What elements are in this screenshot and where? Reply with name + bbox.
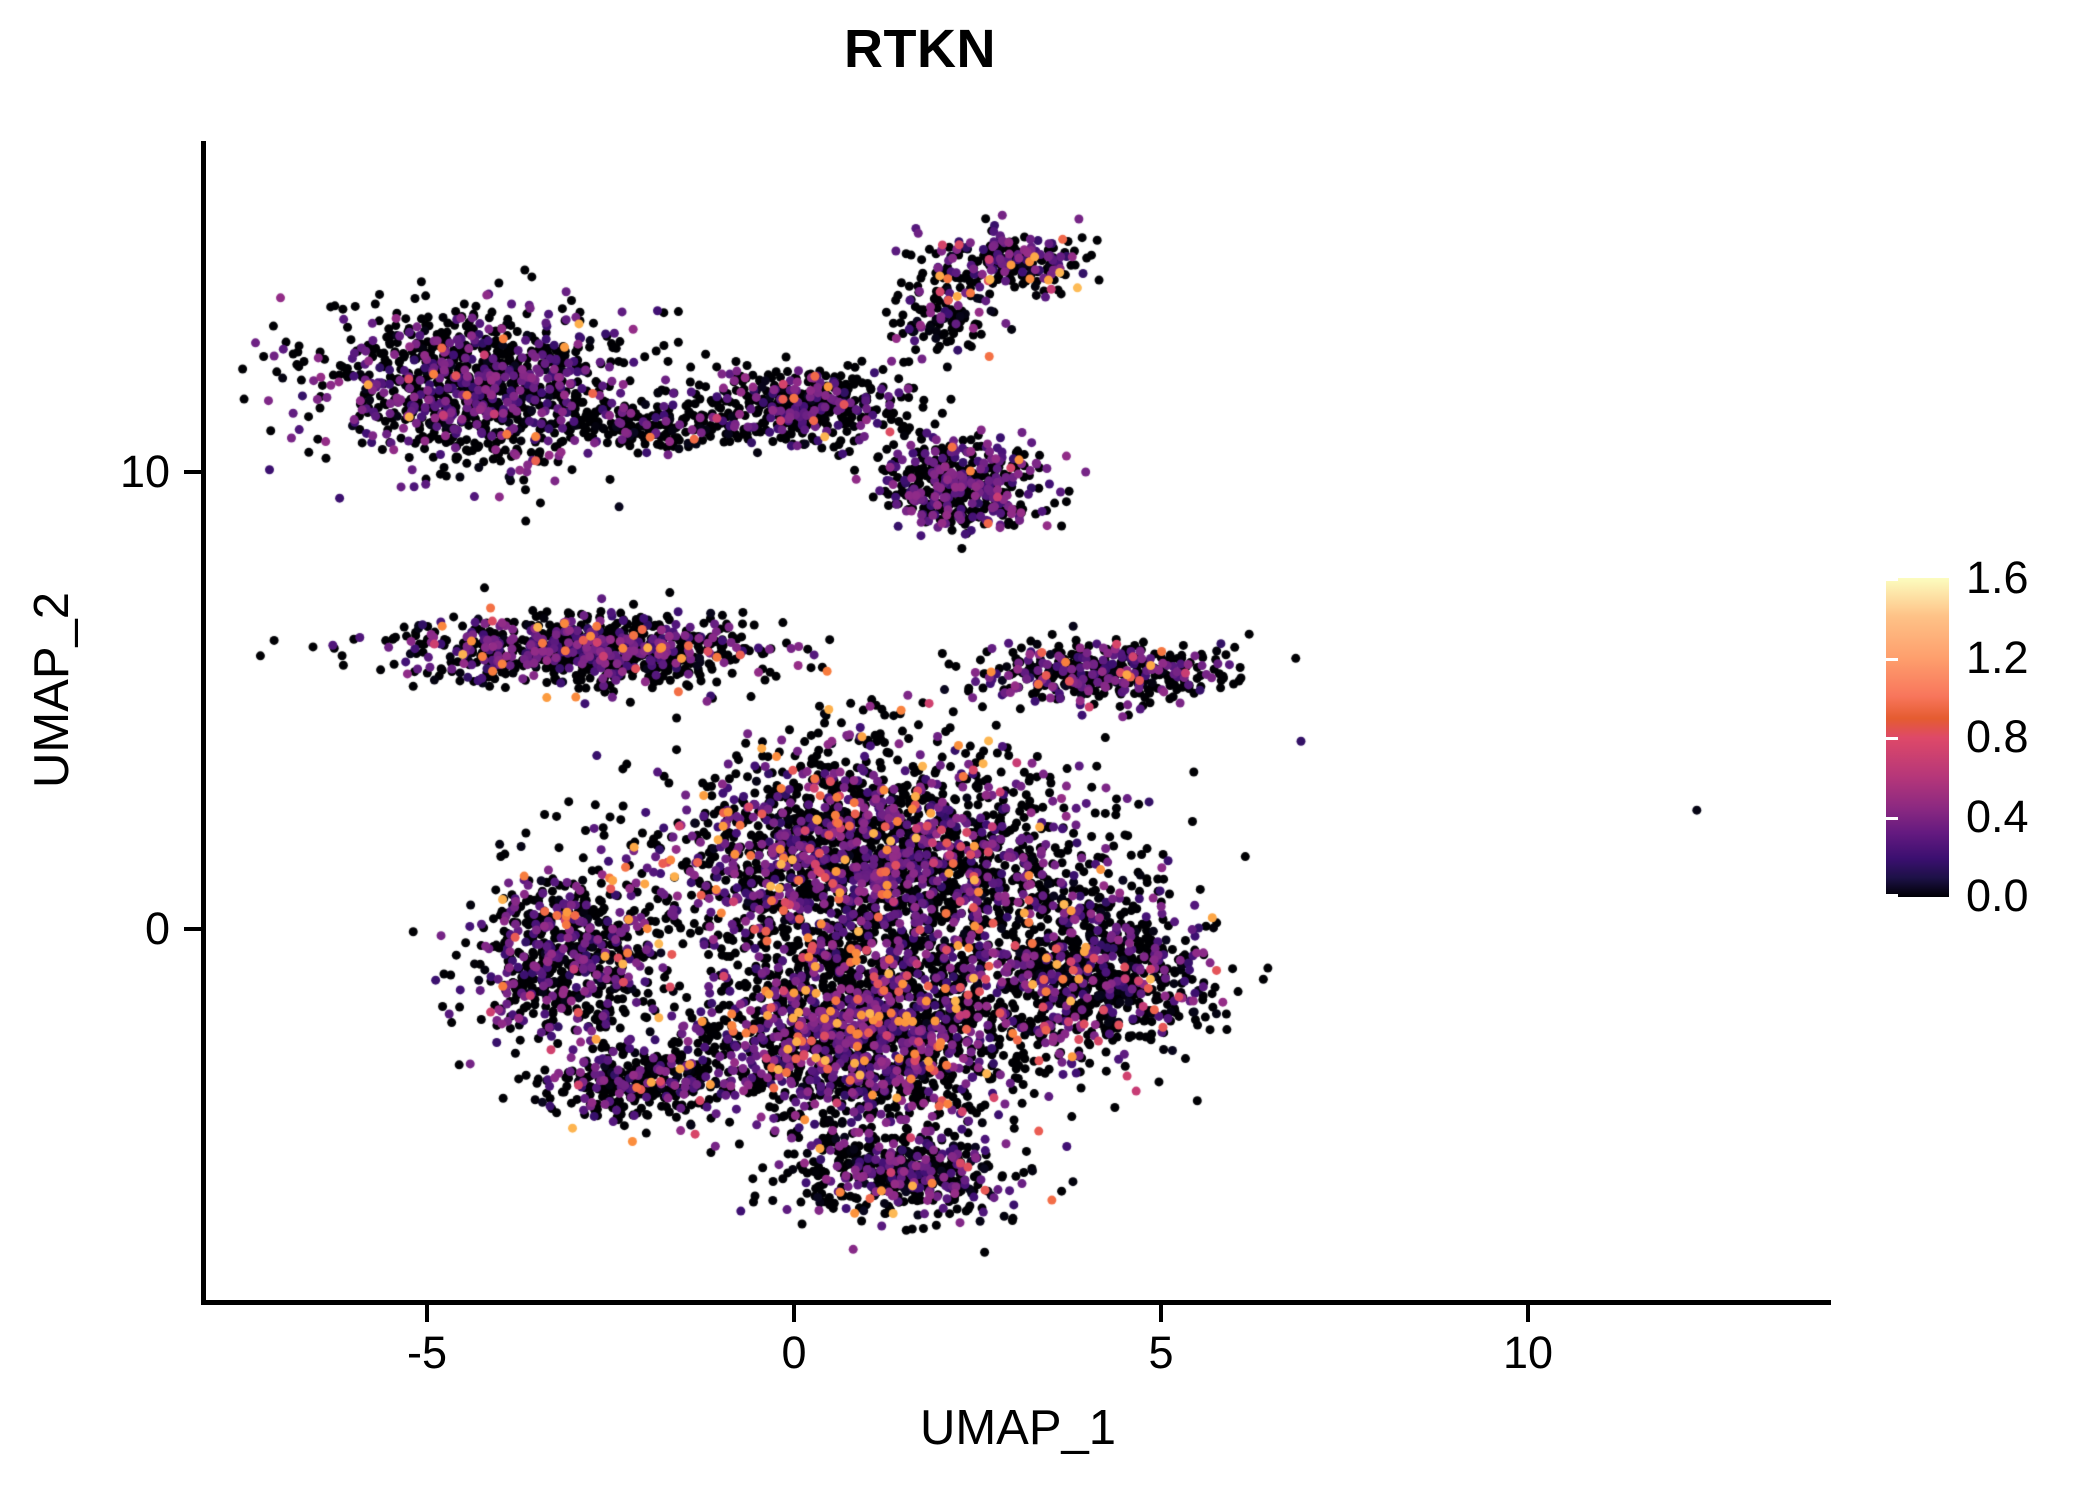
x-tick [425,1305,429,1322]
x-tick-label: -5 [406,1327,447,1378]
colorbar-tick [2074,816,2086,820]
x-tick-label: 10 [1502,1327,1554,1378]
y-tick [184,470,201,474]
y-axis-label: UMAP_2 [25,591,79,789]
colorbar-tick [1886,737,1898,740]
page-title: RTKN [844,19,996,79]
y-tick [184,927,201,931]
colorbar-tick-label: 0.8 [1966,711,2029,762]
x-tick-label: 5 [1148,1327,1174,1378]
y-axis-line [201,141,206,1305]
colorbar-tick-label: 1.2 [1966,631,2029,683]
colorbar-tick [2074,578,2086,581]
colorbar-tick [1886,578,1898,581]
colorbar-tick [2074,737,2086,740]
colorbar-tick-label: 0.0 [1966,870,2029,921]
colorbar-tick [1886,894,1898,897]
color-legend: 1.6 1.2 0.8 0.4 0.0 [1886,555,2086,918]
x-axis-label: UMAP_1 [919,1401,1117,1455]
x-tick [1159,1305,1163,1322]
y-tick-label: 10 [119,446,170,497]
y-tick-label: 0 [144,903,170,954]
colorbar-tick [2074,894,2086,897]
x-tick [792,1305,796,1322]
x-tick [1526,1305,1530,1322]
colorbar-tick [1886,657,1898,661]
colorbar-tick [1886,816,1898,820]
colorbar-tick [2074,657,2086,661]
colorbar-tick-label: 0.4 [1966,790,2029,842]
colorbar-tick-label: 1.6 [1966,552,2029,603]
scatter-plot-canvas [205,141,1831,1303]
x-tick-label: 0 [781,1327,807,1378]
